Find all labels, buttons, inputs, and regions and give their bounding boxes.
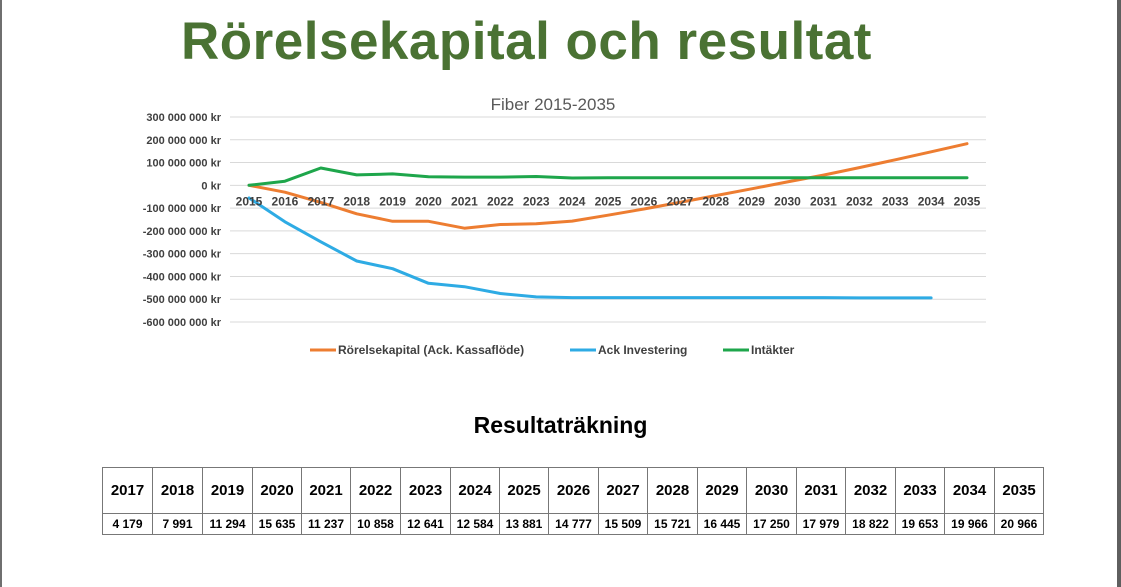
x-tick-label: 2021 xyxy=(451,194,478,208)
value-cell: 12 641 xyxy=(400,513,451,535)
x-tick-label: 2029 xyxy=(738,194,765,208)
value-cell: 19 653 xyxy=(895,513,945,535)
left-border xyxy=(0,0,2,587)
x-tick-label: 2031 xyxy=(810,194,837,208)
value-cell: 13 881 xyxy=(499,513,549,535)
value-cell: 11 237 xyxy=(301,513,351,535)
y-tick-label: 200 000 000 kr xyxy=(146,135,221,147)
year-cell: 2019 xyxy=(202,467,253,514)
y-tick-label: -100 000 000 kr xyxy=(143,203,222,215)
value-cell: 15 509 xyxy=(598,513,648,535)
result-table: 2017 2018 2019 2020 2021 2022 2023 2024 2025 2026… xyxy=(102,467,1044,535)
value-cell: 7 991 xyxy=(152,513,203,535)
value-row: 4 179 7 991 11 294 15 635 11 237 10 858 12 641… xyxy=(102,513,1044,535)
chart-grid xyxy=(230,116,986,323)
x-tick-label: 2033 xyxy=(882,194,909,208)
value-cell: 17 250 xyxy=(746,513,797,535)
line-chart: Fiber 2015-2035 300 000 000 kr 200 000 00… xyxy=(143,95,986,357)
value-cell: 10 858 xyxy=(350,513,401,535)
x-tick-label: 2017 xyxy=(307,194,334,208)
table-title: Resultaträkning xyxy=(473,412,648,438)
y-tick-label: -300 000 000 kr xyxy=(143,249,222,261)
year-cell: 2017 xyxy=(102,467,153,514)
year-cell: 2034 xyxy=(944,467,995,514)
value-cell: 15 721 xyxy=(647,513,698,535)
value-cell: 4 179 xyxy=(102,513,153,535)
year-cell: 2026 xyxy=(548,467,599,514)
x-tick-label: 2034 xyxy=(918,194,945,208)
x-tick-label: 2018 xyxy=(343,194,370,208)
year-cell: 2033 xyxy=(895,467,945,514)
value-cell: 14 777 xyxy=(548,513,599,535)
y-tick-label: 300 000 000 kr xyxy=(146,112,221,124)
year-cell: 2024 xyxy=(450,467,500,514)
y-axis-ticks: 300 000 000 kr 200 000 000 kr 100 000 000 … xyxy=(143,112,222,329)
right-border xyxy=(1117,0,1121,587)
x-tick-label: 2022 xyxy=(487,194,514,208)
y-tick-label: 0 kr xyxy=(201,180,221,192)
y-tick-label: -500 000 000 kr xyxy=(143,294,222,306)
x-tick-label: 2024 xyxy=(559,194,586,208)
year-cell: 2018 xyxy=(152,467,203,514)
year-cell: 2029 xyxy=(697,467,747,514)
year-cell: 2027 xyxy=(598,467,648,514)
value-cell: 17 979 xyxy=(796,513,846,535)
year-cell: 2020 xyxy=(252,467,302,514)
year-cell: 2023 xyxy=(400,467,451,514)
series-line xyxy=(247,166,969,187)
x-tick-label: 2020 xyxy=(415,194,442,208)
x-tick-label: 2019 xyxy=(379,194,406,208)
x-tick-label: 2015 xyxy=(236,194,263,208)
year-cell: 2031 xyxy=(796,467,846,514)
year-cell: 2022 xyxy=(350,467,401,514)
year-cell: 2035 xyxy=(994,467,1044,514)
x-tick-label: 2035 xyxy=(954,194,981,208)
x-tick-label: 2028 xyxy=(702,194,729,208)
x-tick-label: 2027 xyxy=(666,194,693,208)
value-cell: 12 584 xyxy=(450,513,500,535)
year-cell: 2021 xyxy=(301,467,351,514)
chart-series xyxy=(247,142,969,300)
y-tick-label: 100 000 000 kr xyxy=(146,158,221,170)
y-tick-label: -400 000 000 kr xyxy=(143,271,222,283)
y-tick-label: -600 000 000 kr xyxy=(143,317,222,329)
value-cell: 11 294 xyxy=(202,513,253,535)
year-cell: 2032 xyxy=(845,467,896,514)
page-title: Rörelsekapital och resultat xyxy=(181,12,872,71)
chart-legend: Rörelsekapital (Ack. Kassaflöde) Ack Inve… xyxy=(310,343,795,357)
y-tick-label: -200 000 000 kr xyxy=(143,226,222,238)
value-cell: 18 822 xyxy=(845,513,896,535)
x-tick-label: 2032 xyxy=(846,194,873,208)
year-cell: 2025 xyxy=(499,467,549,514)
x-tick-label: 2030 xyxy=(774,194,801,208)
year-cell: 2030 xyxy=(746,467,797,514)
x-tick-label: 2016 xyxy=(272,194,299,208)
legend-label: Rörelsekapital (Ack. Kassaflöde) xyxy=(338,343,524,357)
year-cell: 2028 xyxy=(647,467,698,514)
year-row: 2017 2018 2019 2020 2021 2022 2023 2024 2025 2026… xyxy=(102,467,1044,514)
x-tick-label: 2023 xyxy=(523,194,550,208)
x-axis-ticks: 2015 2016 2017 2018 2019 2020 2021 2022 2023 2024… xyxy=(236,194,981,208)
chart-title: Fiber 2015-2035 xyxy=(491,95,616,114)
value-cell: 19 966 xyxy=(944,513,995,535)
legend-label: Ack Investering xyxy=(598,343,687,357)
value-cell: 20 966 xyxy=(994,513,1044,535)
value-cell: 16 445 xyxy=(697,513,747,535)
legend-label: Intäkter xyxy=(751,343,795,357)
x-tick-label: 2025 xyxy=(595,194,622,208)
value-cell: 15 635 xyxy=(252,513,302,535)
series-line xyxy=(247,142,969,230)
series-line xyxy=(247,196,933,300)
x-tick-label: 2026 xyxy=(631,194,658,208)
